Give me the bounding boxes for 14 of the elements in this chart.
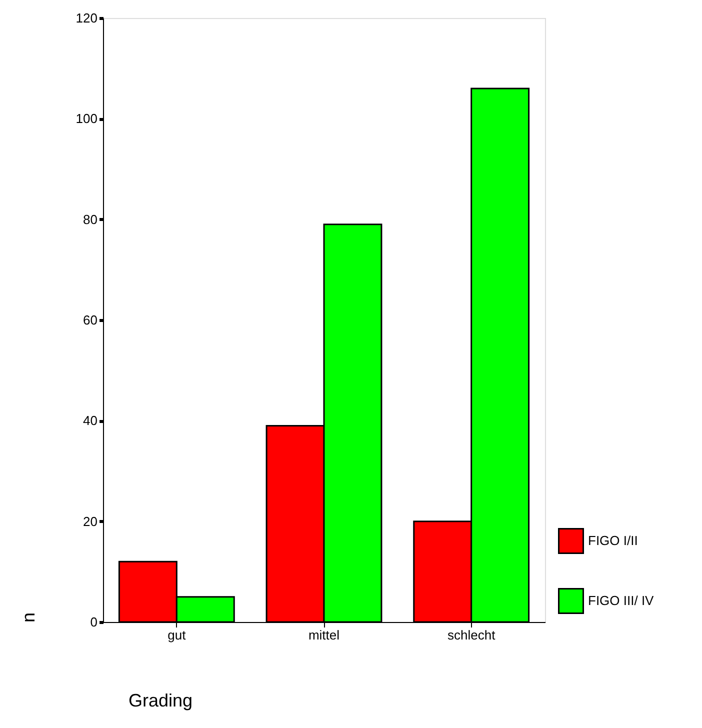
y-tick-label: 0 bbox=[90, 614, 98, 630]
legend-label: FIGO I/II bbox=[588, 533, 638, 548]
y-tick-label: 20 bbox=[83, 514, 98, 529]
y-axis-title: n bbox=[18, 612, 38, 622]
y-tick-label: 100 bbox=[76, 111, 98, 126]
x-tick-label: gut bbox=[168, 628, 186, 642]
x-tick-label: schlecht bbox=[447, 628, 496, 642]
y-tick-label: 60 bbox=[83, 312, 98, 328]
y-tick-label: 80 bbox=[83, 212, 98, 227]
y-tick-label: 120 bbox=[76, 10, 98, 26]
x-axis-title: Grading bbox=[128, 690, 193, 710]
legend-label: FIGO III/ IV bbox=[588, 593, 654, 608]
x-tick-label: mittel bbox=[308, 628, 340, 642]
y-tick-label: 40 bbox=[83, 413, 98, 428]
